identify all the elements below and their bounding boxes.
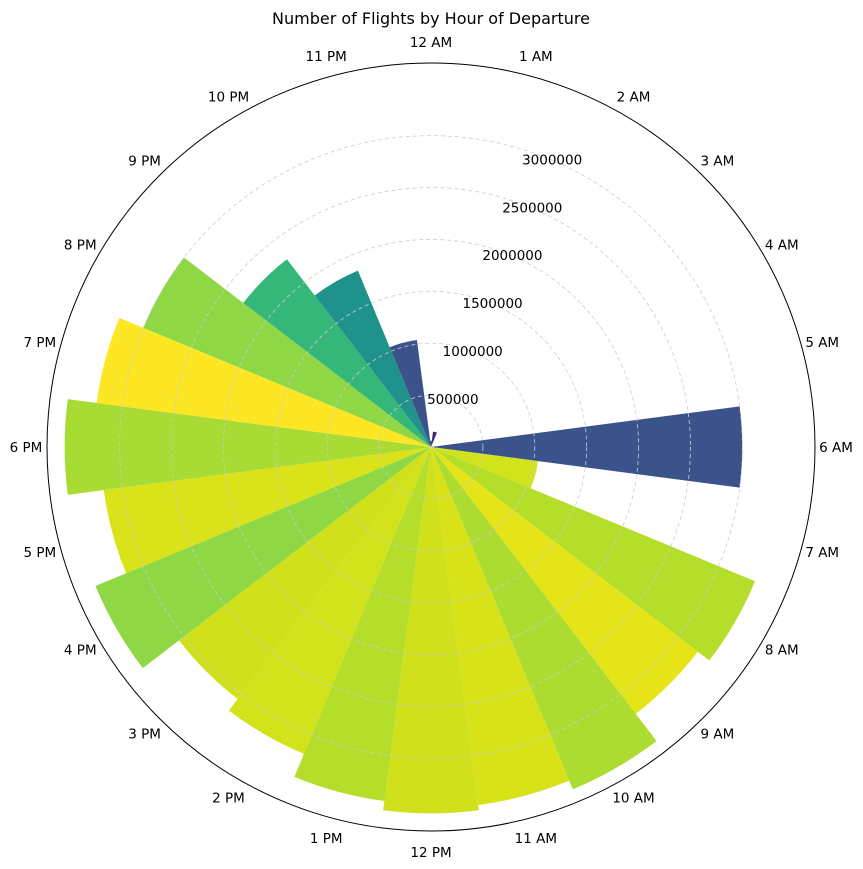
hour-label: 6 AM bbox=[819, 440, 853, 456]
bar-1-pm bbox=[294, 447, 431, 801]
hour-label: 9 PM bbox=[128, 154, 161, 170]
radial-tick-label: 3000000 bbox=[522, 152, 582, 168]
grid-group bbox=[119, 135, 743, 759]
bars-group bbox=[64, 257, 756, 814]
hour-label: 8 AM bbox=[765, 643, 799, 659]
chart-title: Number of Flights by Hour of Departure bbox=[272, 9, 590, 28]
bar-11-pm bbox=[389, 339, 431, 447]
bar-10-am bbox=[431, 447, 657, 790]
grid-ring-2 bbox=[326, 342, 536, 552]
hour-label: 1 AM bbox=[519, 49, 553, 65]
hour-label: 5 AM bbox=[805, 335, 839, 351]
hour-label: 11 PM bbox=[306, 49, 347, 65]
grid-ring-5 bbox=[171, 187, 691, 707]
hour-label: 2 PM bbox=[212, 791, 245, 807]
bar-12-pm bbox=[383, 447, 479, 814]
hour-label: 1 PM bbox=[310, 831, 343, 847]
bar-9-am bbox=[431, 447, 698, 714]
hour-label: 8 PM bbox=[64, 238, 97, 254]
bar-1-am bbox=[431, 431, 437, 447]
hour-label: 12 AM bbox=[410, 35, 452, 51]
bar-8-am bbox=[431, 447, 756, 661]
bar-7-am bbox=[431, 447, 539, 489]
bar-11-am bbox=[431, 447, 570, 806]
bar-8-pm bbox=[143, 257, 431, 447]
hour-label: 4 PM bbox=[64, 643, 97, 659]
bar-12-am bbox=[430, 440, 432, 447]
radial-tick-label: 2000000 bbox=[482, 248, 542, 264]
hour-label: 11 AM bbox=[515, 831, 557, 847]
hour-label: 2 AM bbox=[617, 89, 651, 105]
hour-label: 5 PM bbox=[23, 545, 56, 561]
bar-3-pm bbox=[179, 447, 431, 699]
radial-tick-label: 1000000 bbox=[443, 344, 503, 360]
hour-label: 10 PM bbox=[208, 89, 249, 105]
grid-ring-6 bbox=[119, 135, 743, 759]
bar-7-pm bbox=[96, 317, 432, 447]
hour-label: 3 PM bbox=[128, 726, 161, 742]
hour-label: 4 AM bbox=[765, 238, 799, 254]
hour-label: 3 AM bbox=[700, 154, 734, 170]
bar-6-pm bbox=[64, 399, 432, 495]
bar-2-pm bbox=[228, 447, 431, 754]
bar-10-pm bbox=[314, 270, 431, 447]
bar-9-pm bbox=[243, 259, 431, 447]
radial-tick-label: 500000 bbox=[427, 392, 479, 408]
hour-label: 9 AM bbox=[700, 726, 734, 742]
radial-tick-label: 1500000 bbox=[463, 296, 523, 312]
hour-label: 12 PM bbox=[410, 845, 451, 861]
grid-ring-3 bbox=[274, 290, 588, 604]
radial-labels-group: 500000 1000000 1500000 2000000 2500000 300000… bbox=[427, 152, 582, 408]
polar-frame bbox=[46, 62, 816, 832]
hour-label: 7 PM bbox=[23, 335, 56, 351]
grid-ring-1 bbox=[378, 394, 484, 500]
hour-label: 7 AM bbox=[805, 545, 839, 561]
radial-tick-label: 2500000 bbox=[502, 200, 562, 216]
bar-4-pm bbox=[95, 447, 431, 669]
hour-label: 10 AM bbox=[612, 791, 654, 807]
grid-ring-4 bbox=[223, 239, 639, 655]
hour-label: 6 PM bbox=[10, 440, 43, 456]
bar-5-pm bbox=[103, 447, 431, 574]
hour-labels-group: 12 AM 1 AM 2 AM 3 AM 4 AM 5 AM 6 AM 7 AM 8 AM 9 A… bbox=[10, 35, 853, 861]
